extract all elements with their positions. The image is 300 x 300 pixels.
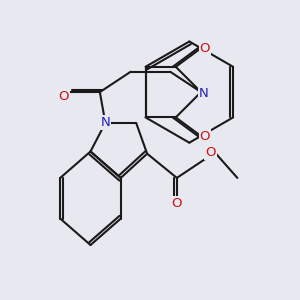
Text: N: N (100, 116, 110, 129)
Text: O: O (200, 130, 210, 142)
Text: O: O (58, 90, 69, 103)
Text: N: N (199, 87, 209, 100)
Text: O: O (205, 146, 216, 159)
Text: O: O (172, 197, 182, 210)
Text: O: O (200, 42, 210, 55)
